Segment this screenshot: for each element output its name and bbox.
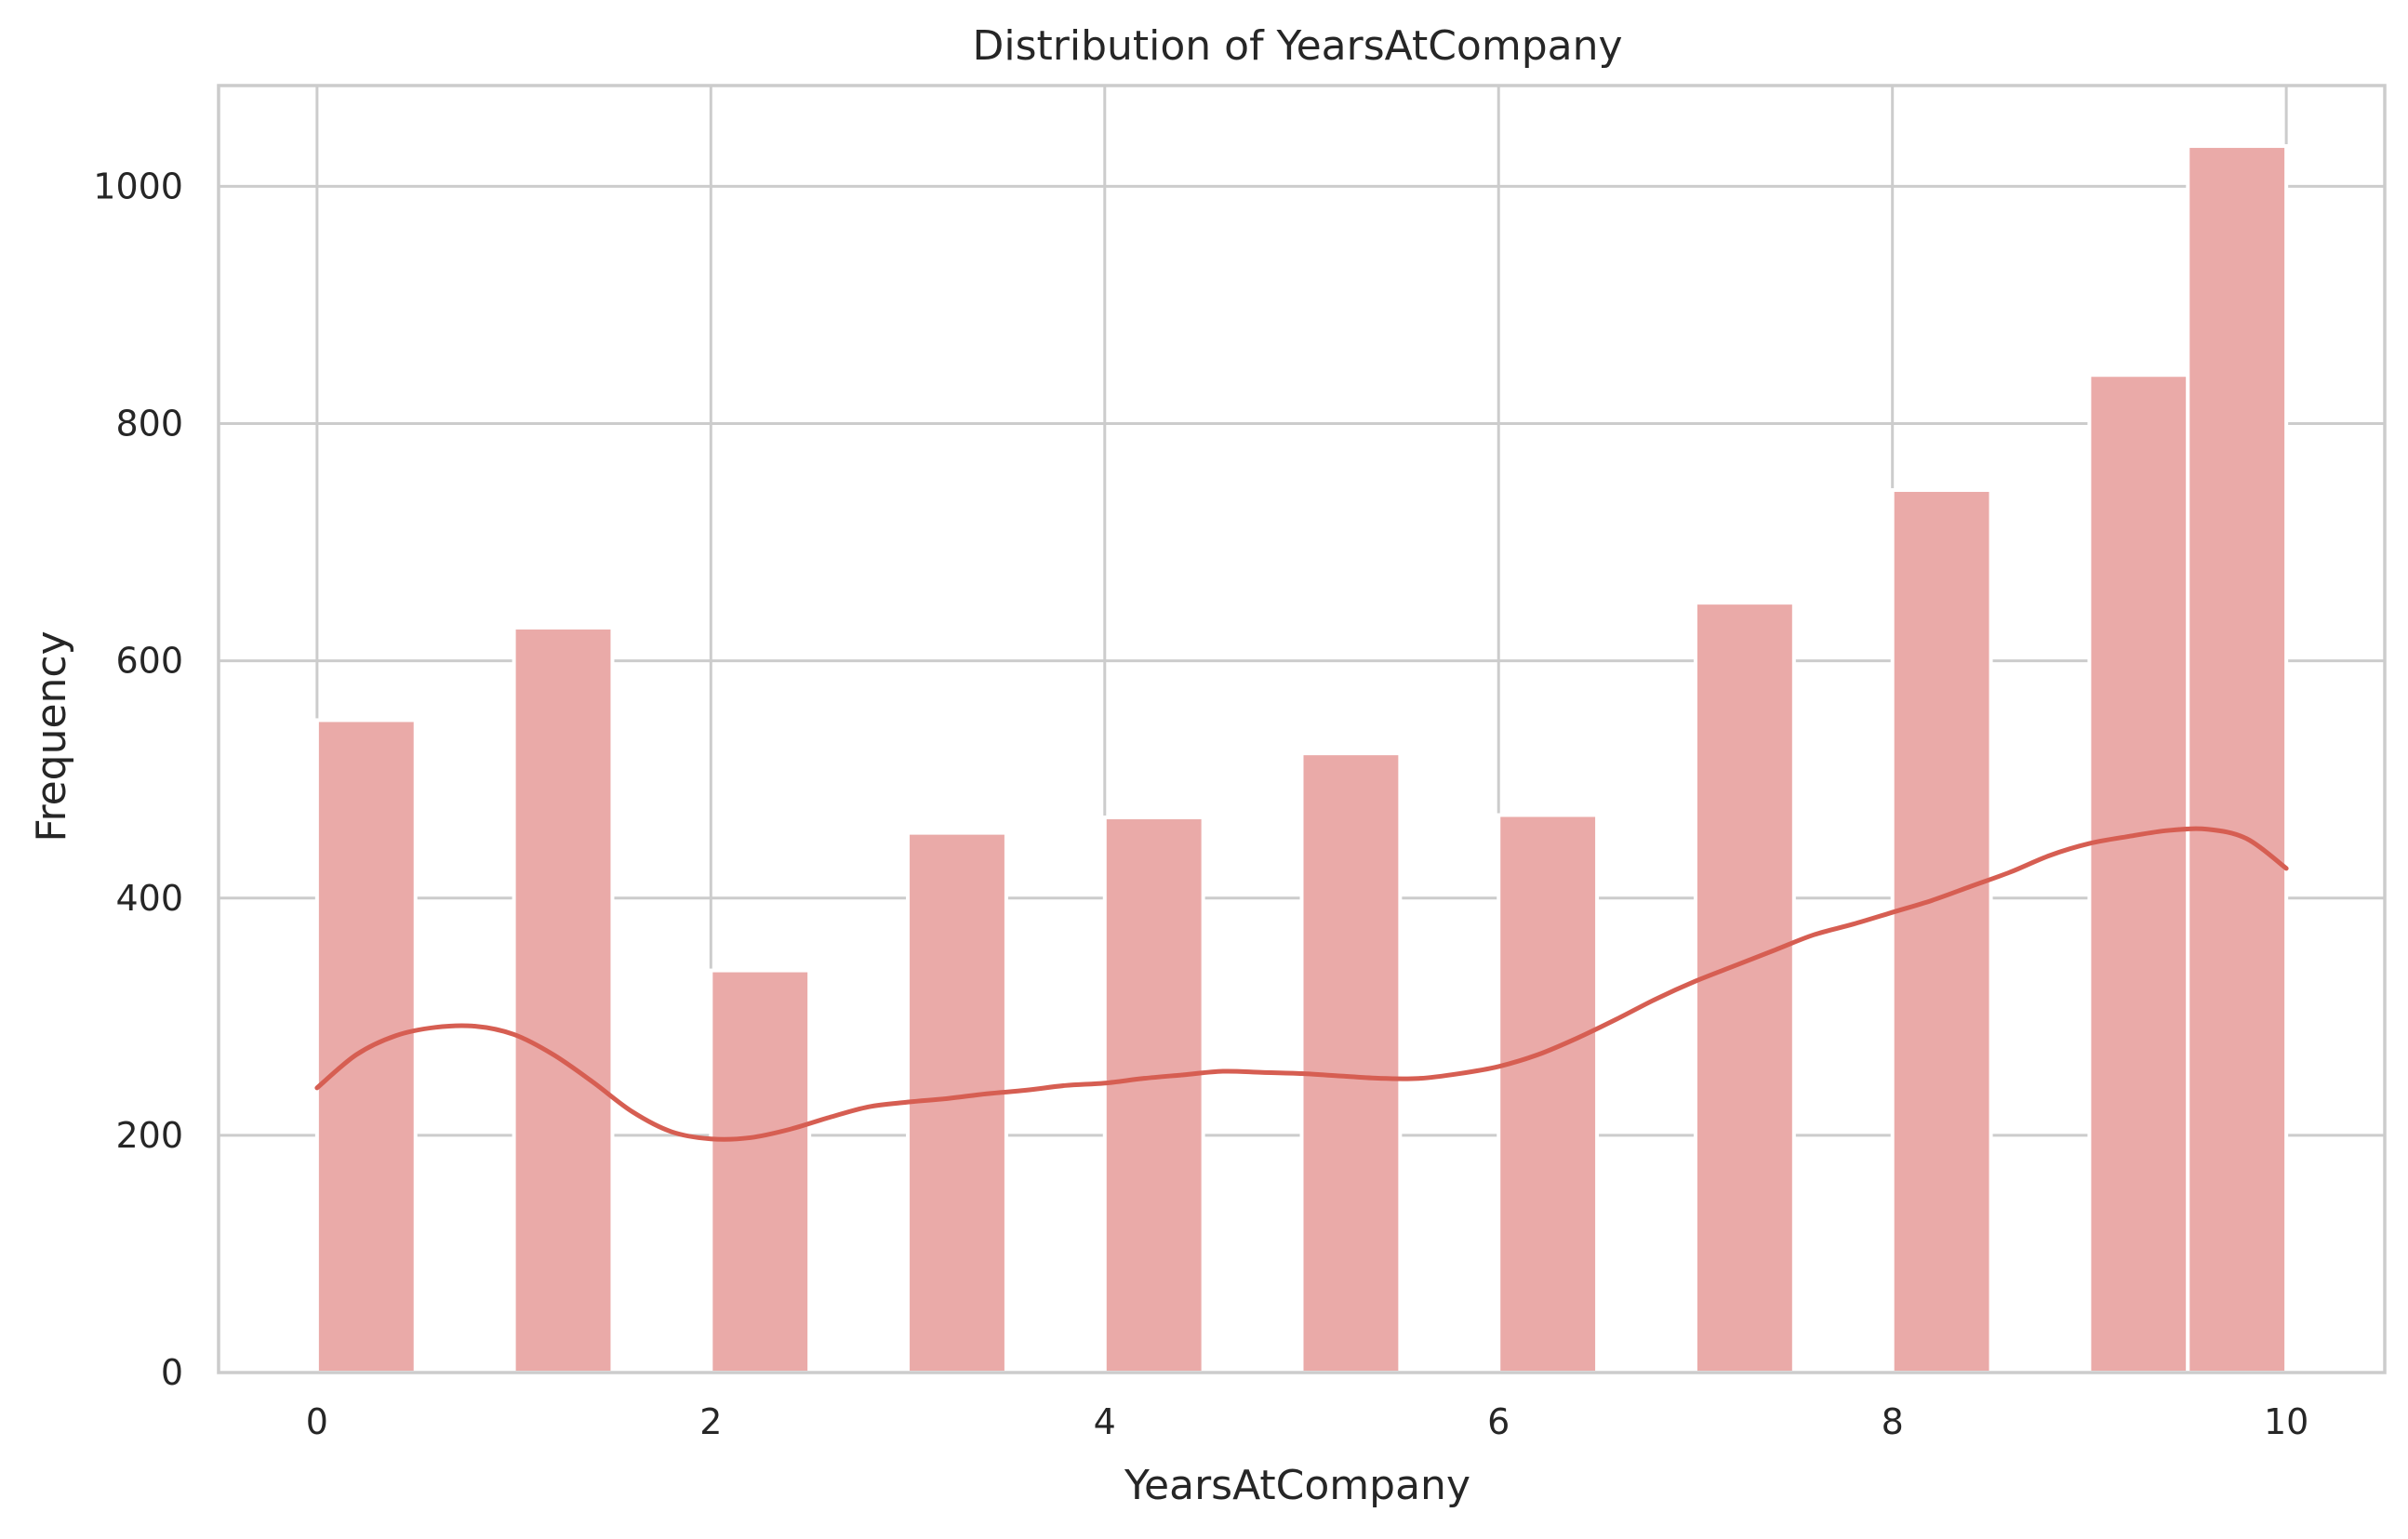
histogram-bar — [1497, 813, 1600, 1374]
kde-layer — [314, 826, 2289, 1142]
chart-title: Distribution of YearsAtCompany — [972, 22, 1622, 70]
histogram-bar — [2186, 144, 2289, 1375]
histogram-bar — [1890, 487, 1993, 1374]
histogram-bar — [512, 625, 615, 1374]
y-tick-label: 400 — [115, 878, 183, 919]
x-tick-label: 10 — [2264, 1401, 2308, 1442]
y-tick-label: 600 — [115, 641, 183, 682]
bars-layer — [314, 144, 2289, 1375]
histogram-bar — [1102, 816, 1205, 1374]
x-tick-label: 4 — [1094, 1401, 1116, 1442]
histogram-bar — [1299, 751, 1403, 1374]
y-tick-labels: 0 200 400 600 800 1000 — [93, 166, 183, 1393]
x-tick-label: 6 — [1487, 1401, 1510, 1442]
kde-line — [314, 826, 2289, 1142]
x-tick-label: 8 — [1882, 1401, 1904, 1442]
x-tick-label: 0 — [306, 1401, 328, 1442]
y-tick-label: 0 — [161, 1352, 183, 1393]
y-tick-label: 800 — [115, 404, 183, 444]
y-axis-label: Frequency — [28, 630, 75, 842]
x-tick-label: 2 — [699, 1401, 722, 1442]
axes-frame — [217, 84, 2387, 1374]
histogram-bar — [2087, 373, 2190, 1374]
y-tick-label: 200 — [115, 1115, 183, 1156]
x-tick-labels: 0 2 4 6 8 10 — [306, 1401, 2309, 1442]
histogram-bar — [1693, 601, 1796, 1374]
y-tick-label: 1000 — [93, 166, 183, 206]
x-axis-label: YearsAtCompany — [1124, 1462, 1470, 1509]
histogram-bar — [709, 968, 812, 1374]
